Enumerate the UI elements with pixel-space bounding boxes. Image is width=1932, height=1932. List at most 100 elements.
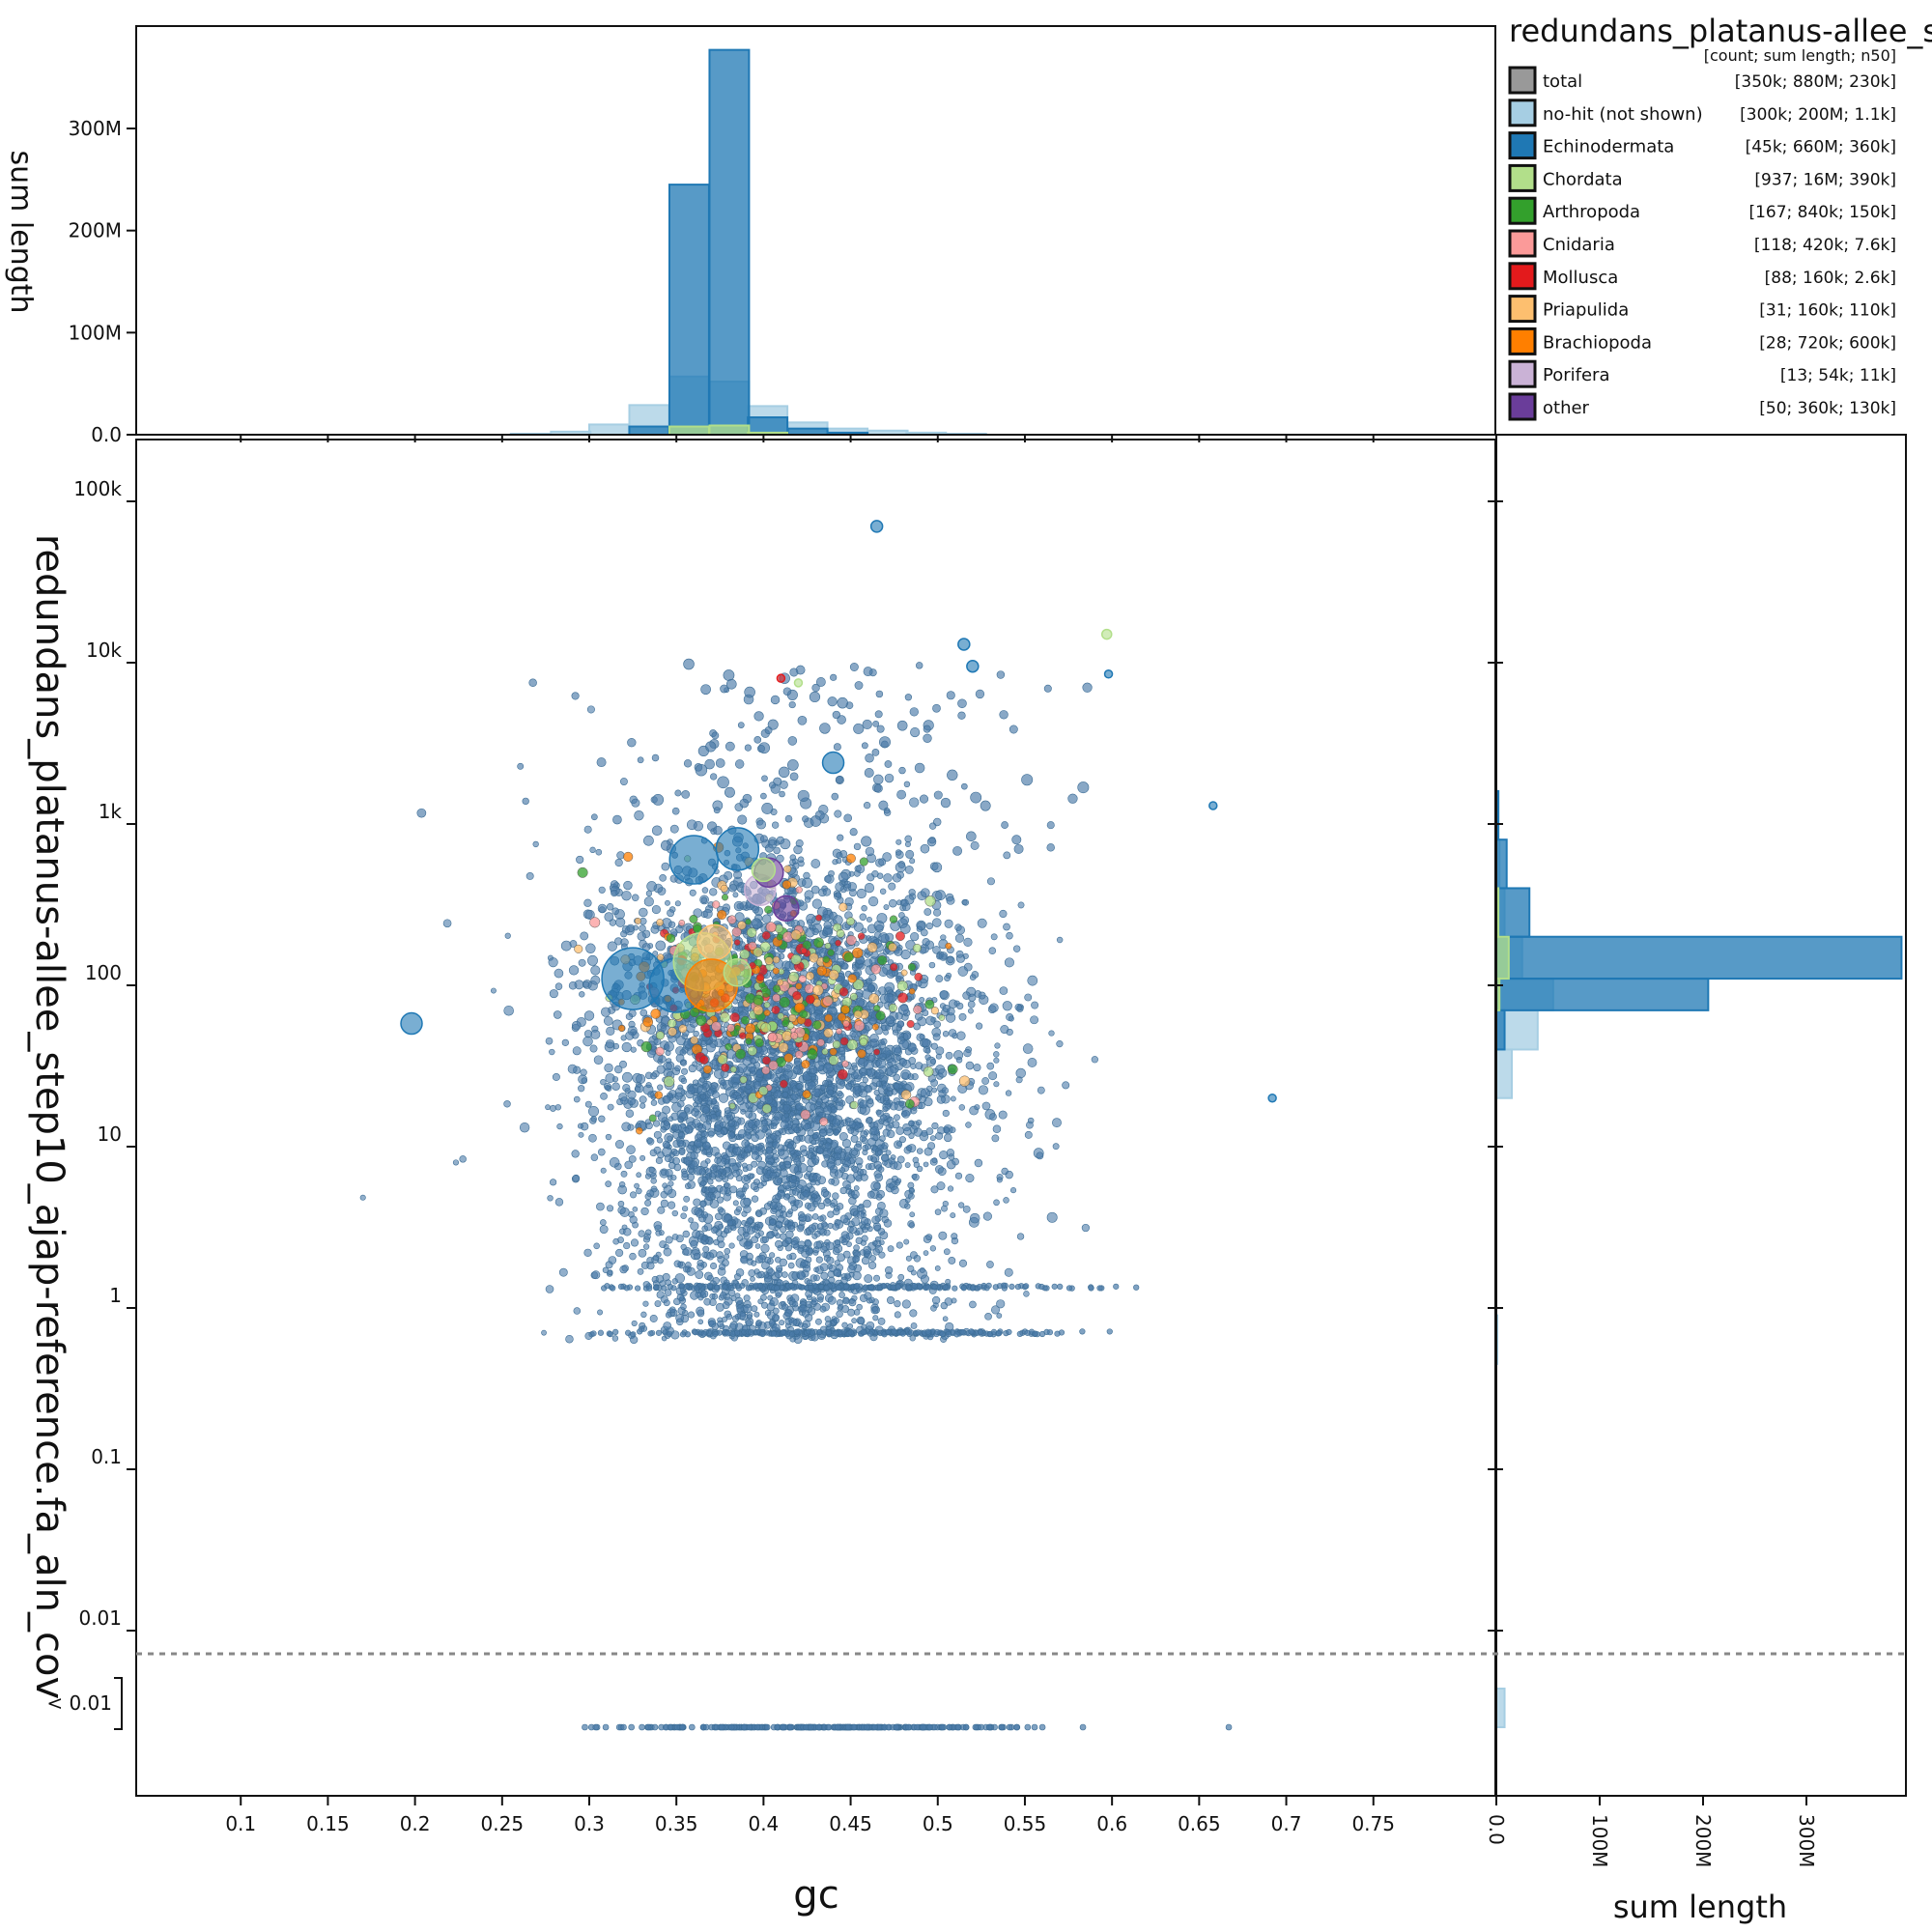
- scatter-point: [736, 1235, 744, 1241]
- scatter-point: [751, 1195, 759, 1203]
- scatter-point: [593, 1055, 604, 1065]
- scatter-point: [841, 962, 849, 970]
- scatter-point: [661, 1335, 668, 1342]
- scatter-point: [924, 1054, 931, 1061]
- scatter-point: [1027, 975, 1038, 986]
- scatter-point: [892, 1029, 899, 1036]
- scatter-point: [743, 1205, 752, 1214]
- low-coverage-point: [787, 1723, 794, 1731]
- scatter-point: [724, 870, 733, 880]
- scatter-point: [597, 903, 608, 914]
- scatter-point: [863, 1199, 871, 1208]
- scatter-point: [947, 769, 958, 781]
- scatter-point: [884, 760, 893, 768]
- scatter-point: [736, 1161, 742, 1168]
- scatter-point: [776, 854, 784, 863]
- scatter-point: [867, 1261, 877, 1270]
- scatter-point: [902, 1032, 911, 1040]
- scatter-point: [746, 1258, 753, 1265]
- scatter-point: [810, 815, 822, 827]
- scatter-point: [727, 1285, 734, 1292]
- scatter-point: [528, 678, 537, 688]
- scatter-point: [825, 1128, 834, 1137]
- scatter-point: [910, 1322, 918, 1329]
- scatter-point: [808, 1081, 816, 1090]
- scatter-point: [587, 954, 598, 966]
- scatter-point: [781, 1091, 789, 1098]
- scatter-point: [605, 1073, 615, 1084]
- scatter-point: [957, 698, 967, 709]
- scatter-point: [948, 1029, 957, 1037]
- scatter-point: [754, 1243, 761, 1249]
- scatter-point: [899, 923, 911, 934]
- low-coverage-point: [1225, 1723, 1233, 1731]
- scatter-point: [654, 1300, 662, 1307]
- scatter-point: [904, 835, 912, 843]
- scatter-point: [667, 1135, 673, 1142]
- scatter-point: [787, 759, 799, 771]
- scatter-point: [1006, 1328, 1012, 1336]
- scatter-point: [873, 774, 884, 785]
- scatter-point: [769, 781, 777, 789]
- scatter-point: [753, 1185, 759, 1193]
- scatter-point: [883, 1094, 890, 1102]
- scatter-point: [867, 1190, 875, 1199]
- scatter-point: [595, 848, 603, 856]
- scatter-point: [1004, 957, 1014, 968]
- scatter-point: [712, 1330, 719, 1338]
- scatter-point: [548, 957, 558, 968]
- scatter-point: [780, 1233, 787, 1240]
- scatter-point: [681, 789, 691, 799]
- scatter-point: [680, 1303, 687, 1311]
- scatter-point: [823, 921, 832, 929]
- scatter-point: [761, 914, 772, 923]
- scatter-point: [886, 1295, 895, 1305]
- scatter-point: [937, 1126, 946, 1135]
- scatter-point: [663, 1247, 672, 1257]
- scatter-point: [954, 1172, 963, 1179]
- scatter-point: [856, 1210, 865, 1219]
- scatter-point: [624, 1160, 633, 1170]
- scatter-point: [657, 1084, 664, 1091]
- scatter-point: [1000, 1025, 1009, 1035]
- scatter-point: [715, 1212, 723, 1221]
- scatter-point: [853, 723, 865, 734]
- scatter-point: [724, 1228, 730, 1235]
- scatter-point: [571, 1150, 580, 1158]
- scatter-point: [919, 997, 925, 1003]
- scatter-point: [990, 1328, 998, 1335]
- scatter-point: [549, 989, 558, 999]
- scatter-point: [778, 1127, 784, 1134]
- scatter-point: [914, 1012, 923, 1021]
- scatter-point: [777, 1149, 785, 1156]
- scatter-point: [802, 815, 810, 823]
- scatter-point: [1024, 993, 1033, 1002]
- scatter-point: [701, 887, 709, 894]
- scatter-point: [769, 1171, 777, 1179]
- scatter-point: [935, 1165, 944, 1174]
- scatter-point: [838, 1046, 846, 1055]
- scatter-point: [878, 1251, 886, 1259]
- scatter-point: [743, 1197, 752, 1207]
- scatter-point: [929, 1135, 936, 1142]
- scatter-point: [708, 1320, 717, 1328]
- scatter-point: [638, 1230, 645, 1237]
- scatter-point: [946, 895, 955, 905]
- scatter-point: [693, 1252, 701, 1261]
- scatter-point: [909, 797, 920, 808]
- scatter-point: [622, 1084, 631, 1093]
- scatter-point: [593, 1242, 600, 1250]
- scatter-point: [787, 1262, 795, 1269]
- right-hist-bar: [1495, 1048, 1514, 1099]
- scatter-point: [895, 1126, 904, 1135]
- scatter-point: [1030, 1015, 1039, 1025]
- scatter-point: [699, 1093, 707, 1100]
- scatter-point: [1081, 1223, 1090, 1233]
- low-coverage-point: [885, 1723, 893, 1731]
- scatter-point: [607, 1331, 613, 1338]
- scatter-point: [852, 1086, 862, 1095]
- scatter-point: [590, 965, 601, 976]
- scatter-point: [827, 696, 838, 707]
- scatter-point: [663, 1299, 670, 1307]
- scatter-point: [683, 1284, 690, 1291]
